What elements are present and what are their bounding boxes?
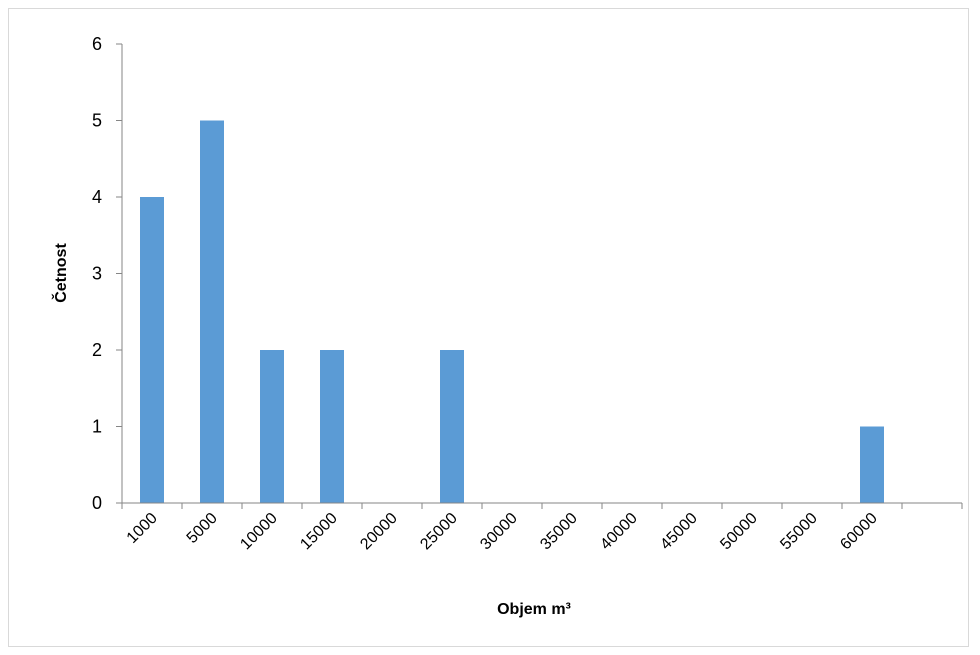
bar bbox=[260, 350, 284, 503]
bar bbox=[320, 350, 344, 503]
bar bbox=[140, 197, 164, 503]
bar bbox=[440, 350, 464, 503]
y-tick-label: 1 bbox=[92, 417, 102, 437]
y-tick-label: 2 bbox=[92, 340, 102, 360]
bar bbox=[860, 426, 884, 503]
y-axis-title: Četnost bbox=[51, 243, 70, 303]
y-tick-label: 4 bbox=[92, 187, 102, 207]
y-tick-label: 6 bbox=[92, 34, 102, 54]
y-tick-label: 5 bbox=[92, 111, 102, 131]
y-tick-label: 3 bbox=[92, 264, 102, 284]
bar bbox=[200, 120, 224, 503]
x-axis-title: Objem m³ bbox=[497, 601, 571, 618]
chart-border bbox=[8, 8, 969, 647]
y-tick-label: 0 bbox=[92, 493, 102, 513]
